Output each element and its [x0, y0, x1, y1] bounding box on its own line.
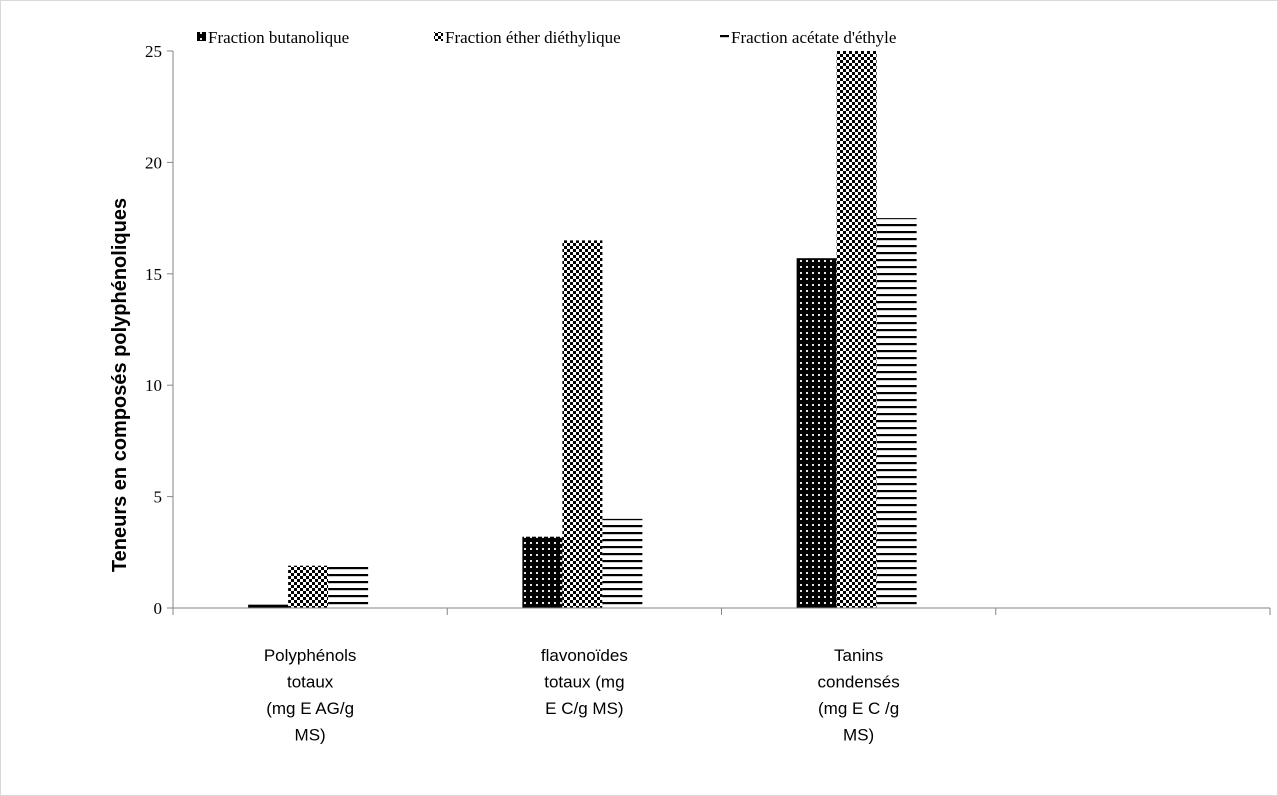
y-axis: 0 5 10 15 20 25: [145, 42, 174, 618]
bars: [248, 51, 917, 608]
bar-fraction-ther-di-thylique-2: [836, 51, 877, 608]
y-tick-label: 25: [145, 42, 162, 61]
bar-fraction-ac-tate-d-thyle-2: [876, 218, 917, 608]
bar-fraction-butanolique-1: [522, 536, 563, 608]
legend-swatch: [720, 32, 729, 41]
bar-fraction-ac-tate-d-thyle-1: [602, 518, 643, 608]
y-tick-label: 0: [154, 599, 163, 618]
legend: Fraction butanolique Fraction éther diéth…: [197, 28, 896, 47]
x-category-label: Polyphénols totaux (mg E AG/g MS): [264, 646, 357, 745]
legend-entry-label: Fraction acétate d'éthyle: [731, 28, 896, 47]
y-tick-label: 20: [145, 153, 162, 172]
legend-entry-label: Fraction butanolique: [208, 28, 349, 47]
bar-fraction-ac-tate-d-thyle-0: [328, 563, 369, 608]
y-tick-label: 15: [145, 265, 162, 284]
x-axis: Polyphénols totaux (mg E AG/g MS) flavonoïde…: [172, 607, 1271, 745]
y-tick-label: 10: [145, 376, 162, 395]
x-category-label: Tanins condensés (mg E C /g MS): [818, 646, 900, 745]
y-axis-label: Teneurs en composés polyphénoliques: [109, 198, 131, 572]
y-tick-label: 5: [154, 488, 163, 507]
bar-fraction-butanolique-0: [248, 604, 289, 608]
legend-swatch: [197, 32, 206, 41]
bar-fraction-butanolique-2: [796, 258, 837, 608]
legend-entry-label: Fraction éther diéthylique: [445, 28, 621, 47]
x-category-label: flavonoïdes totaux (mg E C/g MS): [541, 646, 628, 718]
legend-swatch: [434, 32, 443, 41]
bar-fraction-ther-di-thylique-1: [562, 240, 603, 608]
bar-fraction-ther-di-thylique-0: [288, 565, 329, 608]
